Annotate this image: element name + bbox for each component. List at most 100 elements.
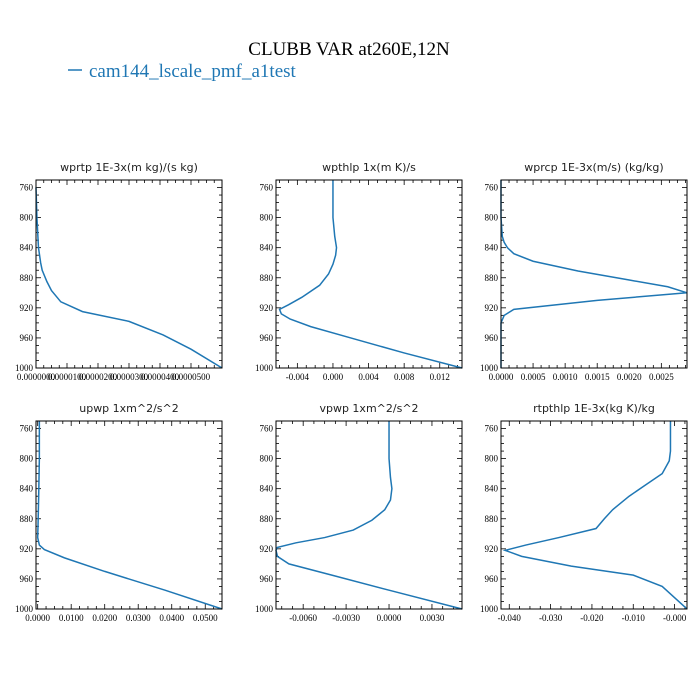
y-tick-label: 1000	[255, 604, 274, 614]
plot-frame	[275, 420, 463, 610]
y-tick-label: 840	[485, 243, 499, 253]
panel-5: vpwp 1xm^2/s^2 760 800 840 880 920 960 1000 -0.0…	[255, 402, 463, 623]
y-tick-label: 800	[485, 213, 499, 223]
x-tick-label: 0.0000200	[79, 372, 118, 382]
panel-3: wprcp 1E-3x(m/s) (kg/kg) 760 800 840 880 920 9…	[480, 161, 688, 382]
y-tick-label: 800	[485, 454, 499, 464]
x-tick-label: 0.0000300	[110, 372, 149, 382]
x-tick-label: 0.0000400	[141, 372, 180, 382]
y-tick-label: 1000	[15, 604, 34, 614]
x-tick-label: 0.0025	[649, 372, 674, 382]
y-tick-label: 1000	[255, 363, 274, 373]
y-tick-label: 760	[260, 183, 274, 193]
x-tick-label: 0.0030	[420, 613, 445, 623]
y-tick-label: 880	[20, 273, 34, 283]
plot-frame	[35, 420, 223, 610]
x-tick-label: 0.0000000	[17, 372, 56, 382]
x-tick-label: 0.0005	[521, 372, 546, 382]
x-tick-label: 0.000	[323, 372, 344, 382]
y-tick-label: 920	[20, 303, 34, 313]
panel-title: wpthlp 1x(m K)/s	[322, 161, 416, 174]
panel-title: rtpthlp 1E-3x(kg K)/kg	[533, 402, 655, 415]
y-tick-label: 880	[485, 514, 499, 524]
x-tick-label: 0.0100	[59, 613, 84, 623]
series-line	[275, 421, 463, 610]
y-tick-label: 920	[485, 303, 499, 313]
plot-frame	[275, 179, 463, 369]
x-tick-label: 0.012	[430, 372, 450, 382]
x-tick-label: 0.0500	[193, 613, 218, 623]
y-tick-label: 960	[485, 574, 499, 584]
series-line	[278, 180, 463, 369]
figure-title: CLUBB VAR at260E,12N	[248, 39, 450, 60]
x-tick-label: 0.0000	[489, 372, 514, 382]
y-tick-label: 880	[260, 514, 274, 524]
x-tick-label: 0.0010	[553, 372, 578, 382]
y-tick-label: 960	[260, 333, 274, 343]
x-tick-label: 0.0000	[25, 613, 50, 623]
y-tick-label: 760	[260, 424, 274, 434]
y-tick-label: 880	[20, 514, 34, 524]
y-tick-label: 840	[260, 243, 274, 253]
y-tick-label: 760	[485, 424, 499, 434]
y-tick-label: 760	[20, 424, 34, 434]
series-line	[35, 187, 223, 369]
panel-2: wpthlp 1x(m K)/s 760 800 840 880 920 960 1000 -0…	[255, 161, 463, 382]
panel-6: rtpthlp 1E-3x(kg K)/kg 760 800 840 880 920 960…	[480, 402, 688, 623]
y-tick-label: 880	[260, 273, 274, 283]
y-tick-label: 760	[20, 183, 34, 193]
series-line	[502, 421, 688, 610]
x-tick-label: 0.0200	[92, 613, 117, 623]
x-tick-label: -0.0030	[332, 613, 360, 623]
panel-title: upwp 1xm^2/s^2	[79, 402, 179, 415]
legend-label: cam144_lscale_pmf_a1test	[89, 61, 297, 82]
y-tick-label: 800	[20, 213, 34, 223]
x-tick-label: -0.020	[580, 613, 604, 623]
x-tick-label: 0.008	[394, 372, 415, 382]
plot-frame	[35, 179, 223, 369]
x-tick-label: 0.0300	[126, 613, 151, 623]
x-tick-label: -0.004	[286, 372, 310, 382]
panel-4: upwp 1xm^2/s^2 760 800 840 880 920 960 10000.00…	[15, 402, 223, 623]
panel-title: vpwp 1xm^2/s^2	[319, 402, 418, 415]
y-tick-label: 800	[260, 213, 274, 223]
panel-title: wprtp 1E-3x(m kg)/(s kg)	[60, 161, 198, 174]
y-tick-label: 960	[485, 333, 499, 343]
y-tick-label: 800	[260, 454, 274, 464]
y-tick-label: 960	[20, 333, 34, 343]
x-tick-label: 0.0000100	[48, 372, 87, 382]
x-tick-label: 0.0015	[585, 372, 610, 382]
x-tick-label: 0.004	[358, 372, 379, 382]
x-tick-label: 0.0020	[617, 372, 642, 382]
y-tick-label: 920	[20, 544, 34, 554]
x-tick-label: 0.0400	[159, 613, 184, 623]
x-tick-label: 0.0000	[377, 613, 402, 623]
y-tick-label: 1000	[15, 363, 34, 373]
y-tick-label: 1000	[480, 363, 499, 373]
y-tick-label: 960	[260, 574, 274, 584]
panel-1: wprtp 1E-3x(m kg)/(s kg) 760 800 840 880 920 9…	[15, 161, 223, 382]
y-tick-label: 840	[260, 484, 274, 494]
x-tick-label: -0.030	[539, 613, 563, 623]
x-tick-label: -0.040	[498, 613, 522, 623]
y-tick-label: 800	[20, 454, 34, 464]
plot-frame	[500, 420, 688, 610]
y-tick-label: 1000	[480, 604, 499, 614]
panel-grid: wprtp 1E-3x(m kg)/(s kg) 760 800 840 880 920 9…	[15, 161, 688, 623]
x-tick-label: -0.010	[622, 613, 646, 623]
y-tick-label: 840	[485, 484, 499, 494]
y-tick-label: 840	[20, 484, 34, 494]
series-line	[36, 421, 223, 610]
y-tick-label: 760	[485, 183, 499, 193]
series-line	[500, 180, 688, 368]
y-tick-label: 960	[20, 574, 34, 584]
y-tick-label: 880	[485, 273, 499, 283]
x-tick-label: -0.000	[663, 613, 687, 623]
y-tick-label: 920	[260, 303, 274, 313]
y-tick-label: 920	[260, 544, 274, 554]
plot-frame	[500, 179, 688, 369]
x-tick-label: -0.0060	[289, 613, 317, 623]
y-tick-label: 840	[20, 243, 34, 253]
y-tick-label: 920	[485, 544, 499, 554]
